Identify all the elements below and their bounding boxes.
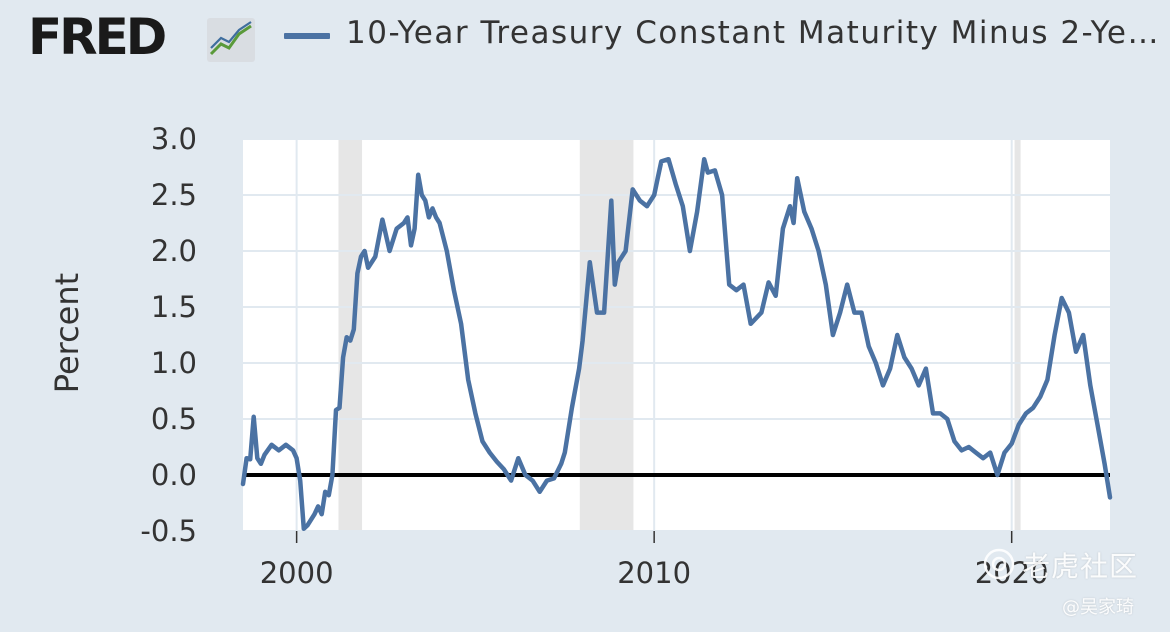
watermark-user: @吴家琦 xyxy=(1062,597,1134,618)
series-line xyxy=(240,156,1113,532)
camera-icon xyxy=(983,548,1015,580)
y-tick-label: 2.0 xyxy=(151,234,197,268)
y-tick-label: 2.5 xyxy=(151,178,197,212)
recession-band xyxy=(579,139,634,531)
recession-band xyxy=(1014,139,1021,531)
chart-header: FRED 10-Year Treasury Constant Maturity … xyxy=(0,0,1170,80)
y-tick-label: 1.0 xyxy=(151,346,197,380)
y-tick-label: 1.5 xyxy=(151,290,197,324)
y-tick-label: 0.5 xyxy=(151,402,197,436)
watermark-text: 老虎社区 xyxy=(1022,550,1139,583)
x-tick-label: 2000 xyxy=(260,556,334,590)
watermark: 老虎社区 @吴家琦 xyxy=(982,545,1162,625)
trend-chart-icon xyxy=(207,18,255,62)
y-tick-label: 3.0 xyxy=(151,122,197,156)
legend-swatch xyxy=(284,33,330,39)
plot-area xyxy=(243,139,1110,531)
y-tick-label: 0.0 xyxy=(151,458,197,492)
x-tick-label: 2010 xyxy=(617,556,691,590)
fred-logo[interactable]: FRED xyxy=(28,8,167,66)
y-tick-label: -0.5 xyxy=(140,514,197,548)
y-axis-label: Percent xyxy=(48,273,86,393)
